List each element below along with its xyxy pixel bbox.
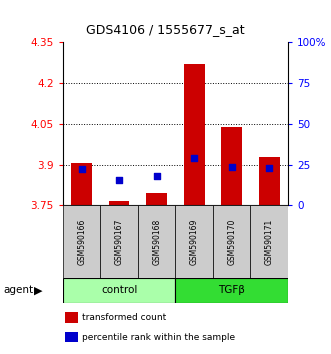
Point — [117, 177, 122, 182]
Bar — [100, 205, 138, 278]
Text: agent: agent — [3, 285, 33, 295]
Text: GSM590170: GSM590170 — [227, 218, 236, 265]
Bar — [63, 278, 175, 303]
Text: TGFβ: TGFβ — [218, 285, 245, 295]
Bar — [146, 193, 167, 205]
Point — [79, 166, 84, 172]
Bar — [251, 205, 288, 278]
Text: GSM590169: GSM590169 — [190, 218, 199, 265]
Point — [154, 173, 159, 179]
Text: GSM590167: GSM590167 — [115, 218, 124, 265]
Bar — [259, 157, 279, 205]
Text: GDS4106 / 1555677_s_at: GDS4106 / 1555677_s_at — [86, 23, 245, 36]
Bar — [63, 205, 100, 278]
Bar — [65, 312, 77, 322]
Bar — [175, 205, 213, 278]
Bar — [71, 163, 92, 205]
Bar — [65, 332, 77, 343]
Bar — [184, 64, 205, 205]
Bar — [175, 278, 288, 303]
Text: GSM590171: GSM590171 — [265, 218, 274, 265]
Text: GSM590166: GSM590166 — [77, 218, 86, 265]
Point — [229, 164, 234, 169]
Bar — [221, 127, 242, 205]
Text: GSM590168: GSM590168 — [152, 218, 161, 265]
Point — [192, 155, 197, 161]
Text: percentile rank within the sample: percentile rank within the sample — [82, 333, 235, 342]
Bar — [109, 201, 129, 205]
Text: control: control — [101, 285, 137, 295]
Text: transformed count: transformed count — [82, 313, 166, 322]
Bar — [138, 205, 175, 278]
Text: ▶: ▶ — [34, 285, 42, 295]
Point — [266, 166, 272, 171]
Bar — [213, 205, 251, 278]
